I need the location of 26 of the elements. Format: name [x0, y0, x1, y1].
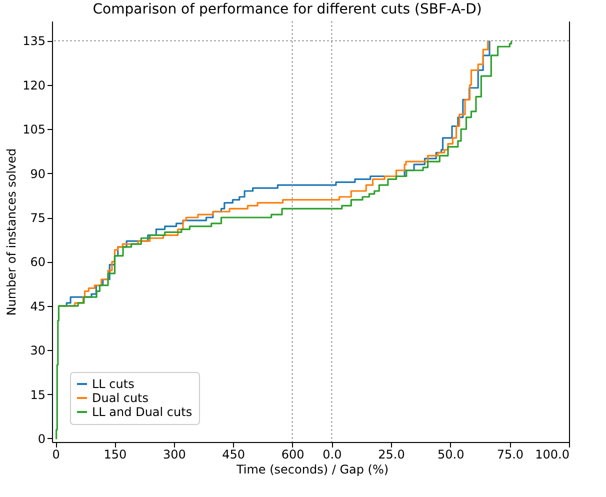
y-tick-label: 105	[22, 122, 46, 137]
y-tick-label: 90	[30, 166, 46, 181]
x-tick-label: 75.0	[496, 448, 524, 462]
x-tick-label: 100.0	[535, 448, 570, 462]
chart-title: Comparison of performance for different cuts (SBF-A-D)	[92, 2, 482, 18]
y-axis-title: Number of instances solved	[4, 148, 19, 316]
y-tick-label: 120	[22, 78, 46, 92]
legend-label: Dual cuts	[92, 391, 149, 405]
x-tick-label: 0	[52, 448, 60, 462]
y-tick-label: 75	[30, 211, 46, 226]
y-tick-label: 135	[22, 34, 46, 48]
y-tick-label: 45	[30, 299, 46, 314]
y-tick-label: 15	[30, 388, 46, 402]
x-tick-label: 600	[281, 448, 304, 462]
x-tick-label: 0.0	[322, 448, 342, 462]
y-tick-label: 0	[38, 432, 46, 446]
y-tick-label: 30	[30, 344, 46, 358]
x-tick-label: 150	[104, 448, 127, 462]
x-tick-label: 25.0	[378, 448, 405, 462]
legend-label: LL cuts	[92, 377, 134, 391]
x-axis-title: Time (seconds) / Gap (%)	[235, 462, 389, 476]
x-tick-label: 450	[222, 448, 246, 462]
y-tick-label: 60	[30, 255, 46, 270]
x-tick-label: 50.0	[437, 448, 464, 462]
x-tick-label: 300	[162, 448, 186, 462]
legend-label: LL and Dual cuts	[92, 405, 192, 419]
